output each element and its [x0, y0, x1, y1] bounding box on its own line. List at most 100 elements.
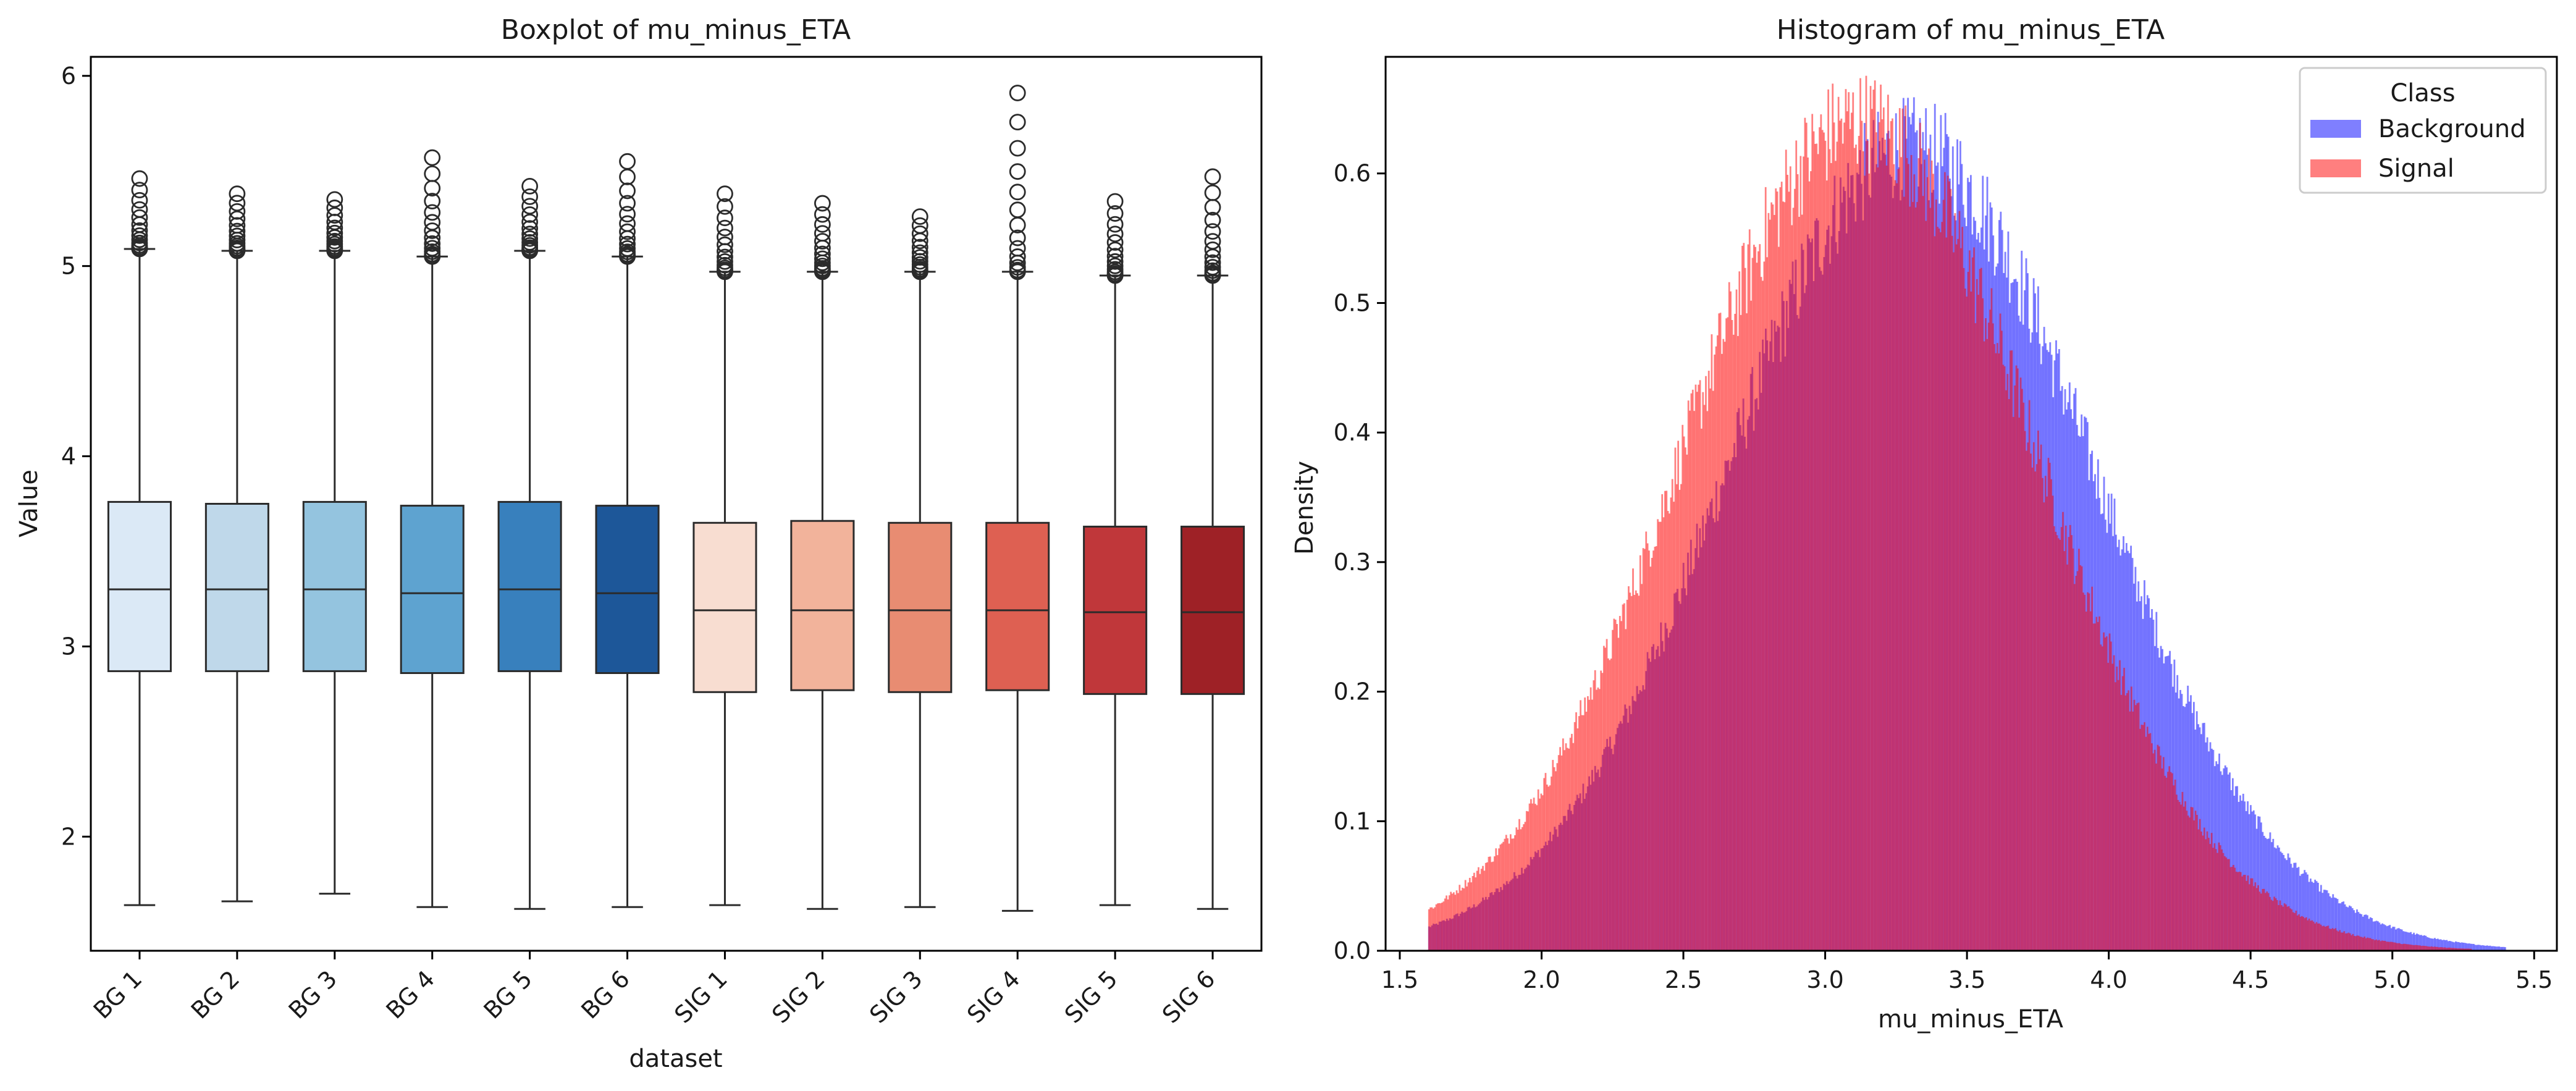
- histogram-bar: [2389, 925, 2391, 951]
- histogram-bar: [1887, 95, 1889, 951]
- outlier-point: [619, 235, 636, 253]
- histogram-bar: [2304, 870, 2306, 951]
- histogram-bar: [2436, 938, 2439, 951]
- histogram-bar: [1602, 646, 1605, 951]
- outlier-point: [424, 240, 441, 257]
- histogram-bar: [2216, 853, 2218, 951]
- histogram-bar: [2182, 806, 2185, 951]
- histogram-bar: [2441, 940, 2444, 951]
- outlier-point: [326, 191, 343, 208]
- histogram-bar: [1716, 335, 1719, 951]
- histogram-bar: [2026, 450, 2027, 951]
- boxplot-x-ticks: BG 1 BG 2 BG 3 BG 4 BG 5 BG 6 SIG 1 SIG 2 SIG 3 S…: [88, 951, 1220, 1029]
- histogram-bar: [2446, 940, 2448, 951]
- histogram-bar: [1853, 148, 1856, 951]
- histogram-bar: [2249, 884, 2250, 951]
- histogram-bar: [1816, 143, 1818, 951]
- histogram-bar: [2338, 903, 2340, 951]
- histogram-bar: [1575, 712, 1577, 951]
- histogram-bar: [2146, 727, 2149, 951]
- histogram-bar: [2467, 943, 2469, 951]
- histogram-bar: [1606, 639, 1608, 951]
- histogram-bar: [2280, 905, 2283, 951]
- histogram-bar: [1832, 83, 1834, 951]
- histogram-bar: [1869, 86, 1872, 951]
- histogram-bar: [2352, 933, 2354, 951]
- histogram-bar: [2145, 736, 2147, 951]
- histogram-bar: [1454, 895, 1457, 951]
- histogram-bar: [2110, 641, 2112, 951]
- histogram-bar: [1596, 689, 1597, 951]
- histogram-bar: [1730, 291, 1732, 951]
- boxplot-title: Boxplot of mu_minus_ETA: [501, 14, 851, 46]
- boxplot-x-tick-label: BG 4: [381, 965, 440, 1024]
- histogram-bar: [1894, 180, 1896, 951]
- legend-swatch-signal: [2310, 159, 2361, 177]
- histogram-bar: [1715, 346, 1717, 951]
- histogram-bar: [2308, 882, 2310, 951]
- histogram-bar: [2391, 941, 2394, 951]
- histogram-bar: [2428, 946, 2430, 951]
- histogram-bar: [2480, 945, 2482, 951]
- histogram-bar: [2444, 940, 2446, 951]
- histogram-bar: [1439, 903, 1442, 951]
- outlier-point: [814, 233, 831, 250]
- histogram-bar: [1614, 620, 1617, 951]
- histogram-bar: [1601, 673, 1604, 951]
- histogram-bar: [1450, 891, 1452, 951]
- histogram-bar: [1438, 903, 1441, 951]
- histogram-bar: [1987, 322, 1990, 951]
- histogram-bar: [1801, 214, 1803, 951]
- boxplot-y-tick-label: 3: [61, 633, 76, 660]
- histogram-bar: [2465, 948, 2468, 951]
- histogram-bar: [2404, 943, 2407, 951]
- histogram-bar: [2297, 867, 2300, 951]
- histogram-bar: [2299, 875, 2301, 951]
- histogram-bar: [2374, 921, 2376, 951]
- histogram-bar: [1791, 225, 1793, 951]
- histogram-bar: [2380, 924, 2382, 951]
- outlier-point: [229, 195, 246, 212]
- outlier-point: [814, 216, 831, 233]
- histogram-bar: [1973, 247, 1975, 951]
- histogram-bar: [2328, 929, 2331, 951]
- histogram-bar: [1486, 862, 1488, 951]
- histogram-bar: [1552, 760, 1554, 951]
- histogram-bar: [1507, 838, 1509, 951]
- outlier-point: [717, 248, 733, 266]
- histogram-bar: [1589, 687, 1592, 951]
- histogram-bar: [2399, 943, 2401, 951]
- histogram-bar: [2362, 916, 2364, 951]
- histogram-bar: [1874, 80, 1876, 951]
- histogram-bar: [2448, 947, 2451, 951]
- histogram-bar: [1843, 122, 1845, 951]
- outlier-point: [717, 219, 733, 237]
- histogram-bar: [2470, 948, 2472, 951]
- histogram-bar: [2028, 400, 2031, 951]
- histogram-bar: [2098, 616, 2100, 951]
- histogram-bar: [1905, 105, 1907, 951]
- boxplot-y-ticks: 2 3 4 5 6: [61, 62, 91, 850]
- histogram-bar: [2372, 939, 2375, 951]
- histogram-bar: [1496, 855, 1499, 951]
- histogram-bar: [2333, 929, 2335, 951]
- outlier-point: [619, 215, 636, 232]
- histogram-bar: [2467, 948, 2469, 951]
- histogram-bar: [1564, 750, 1566, 951]
- histogram-bar: [2348, 905, 2351, 951]
- histogram-bar: [1557, 755, 1560, 951]
- outlier-point: [619, 153, 636, 170]
- boxplot-x-axis-label: dataset: [629, 1045, 722, 1073]
- histogram-bar: [1638, 596, 1640, 951]
- outlier-point: [229, 203, 246, 220]
- outlier-point: [619, 223, 636, 240]
- histogram-bar: [1995, 353, 1997, 951]
- histogram-bar: [2294, 862, 2297, 951]
- outlier-point: [424, 165, 441, 182]
- boxplot-y-tick-label: 6: [61, 62, 76, 90]
- histogram-bar: [1792, 208, 1795, 951]
- histogram-bar: [2342, 932, 2344, 951]
- box-sig-5: [1083, 193, 1148, 906]
- histogram-bar: [1916, 201, 1918, 951]
- histogram-bar: [2372, 921, 2375, 951]
